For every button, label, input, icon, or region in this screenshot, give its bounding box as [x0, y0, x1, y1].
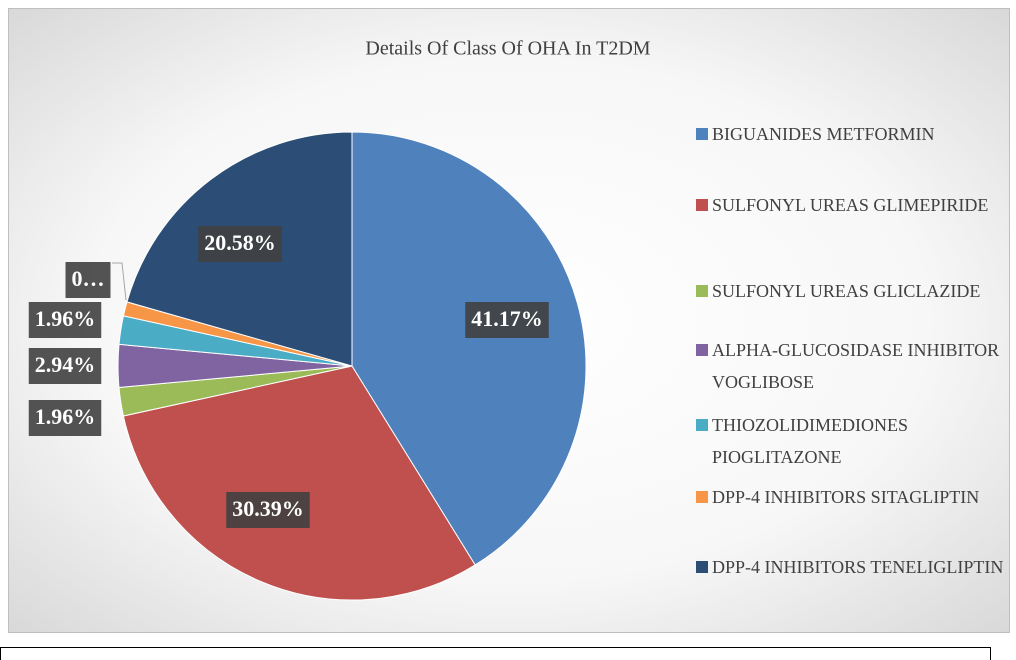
- data-label-box: [65, 262, 111, 298]
- data-label: 1.96%: [35, 306, 96, 331]
- data-label-group: 2.94%: [28, 348, 102, 384]
- legend-label: ALPHA-GLUCOSIDASE INHIBITOR VOGLIBOSE: [712, 340, 1000, 392]
- data-label-box: [28, 348, 102, 384]
- data-label: 41.17%: [471, 306, 543, 331]
- leader-line: [112, 262, 127, 301]
- data-label-box: [28, 302, 102, 338]
- legend-swatch: [696, 561, 708, 573]
- data-label: 0…: [72, 266, 105, 291]
- legend-swatch: [696, 344, 708, 356]
- data-label-group: 41.17%: [465, 302, 549, 338]
- data-label-group: 1.96%: [28, 400, 102, 436]
- data-label-box: [226, 492, 310, 528]
- data-label: 20.58%: [204, 230, 276, 255]
- legend-swatch: [696, 128, 708, 140]
- legend-label: DPP-4 INHIBITORS SITAGLIPTIN: [712, 487, 980, 507]
- legend-item: BIGUANIDES METFORMIN: [696, 118, 1006, 150]
- legend-swatch: [696, 285, 708, 297]
- data-labels: 41.17% 30.39% 1.96% 2.94% 1.96% 0… 20.58%: [28, 226, 549, 528]
- legend-swatch: [696, 199, 708, 211]
- data-label-group: 20.58%: [198, 226, 282, 262]
- legend-label: THIOZOLIDIMEDIONES PIOGLITAZONE: [712, 415, 908, 467]
- data-label: 1.96%: [35, 404, 96, 429]
- data-label: 2.94%: [35, 352, 96, 377]
- legend-item: SULFONYL UREAS GLIMEPIRIDE: [696, 189, 1006, 221]
- legend-swatch: [696, 491, 708, 503]
- legend-item: ALPHA-GLUCOSIDASE INHIBITOR VOGLIBOSE: [696, 334, 1006, 398]
- legend-label: DPP-4 INHIBITORS TENELIGLIPTIN: [712, 557, 1004, 577]
- pie-slice: [122, 365, 476, 601]
- data-label-group: 30.39%: [226, 492, 310, 528]
- legend-item: THIOZOLIDIMEDIONES PIOGLITAZONE: [696, 409, 1006, 473]
- data-label-group: 0…: [65, 262, 111, 298]
- data-label-box: [28, 400, 102, 436]
- data-label-box: [465, 302, 549, 338]
- chart-title: Details Of Class Of OHA In T2DM: [365, 38, 650, 60]
- legend-item: DPP-4 INHIBITORS SITAGLIPTIN: [696, 481, 1006, 513]
- legend-item: DPP-4 INHIBITORS TENELIGLIPTIN: [696, 551, 1006, 583]
- pie: [117, 131, 587, 601]
- data-label-group: 1.96%: [28, 302, 102, 338]
- legend-item: SULFONYL UREAS GLICLAZIDE: [696, 275, 1006, 307]
- legend-swatch: [696, 419, 708, 431]
- pie-slice: [351, 131, 587, 566]
- legend-label: BIGUANIDES METFORMIN: [712, 124, 935, 144]
- overlap-box: [0, 647, 991, 660]
- data-label: 30.39%: [232, 496, 304, 521]
- data-label-box: [198, 226, 282, 262]
- legend-label: SULFONYL UREAS GLICLAZIDE: [712, 281, 981, 301]
- legend-label: SULFONYL UREAS GLIMEPIRIDE: [712, 195, 989, 215]
